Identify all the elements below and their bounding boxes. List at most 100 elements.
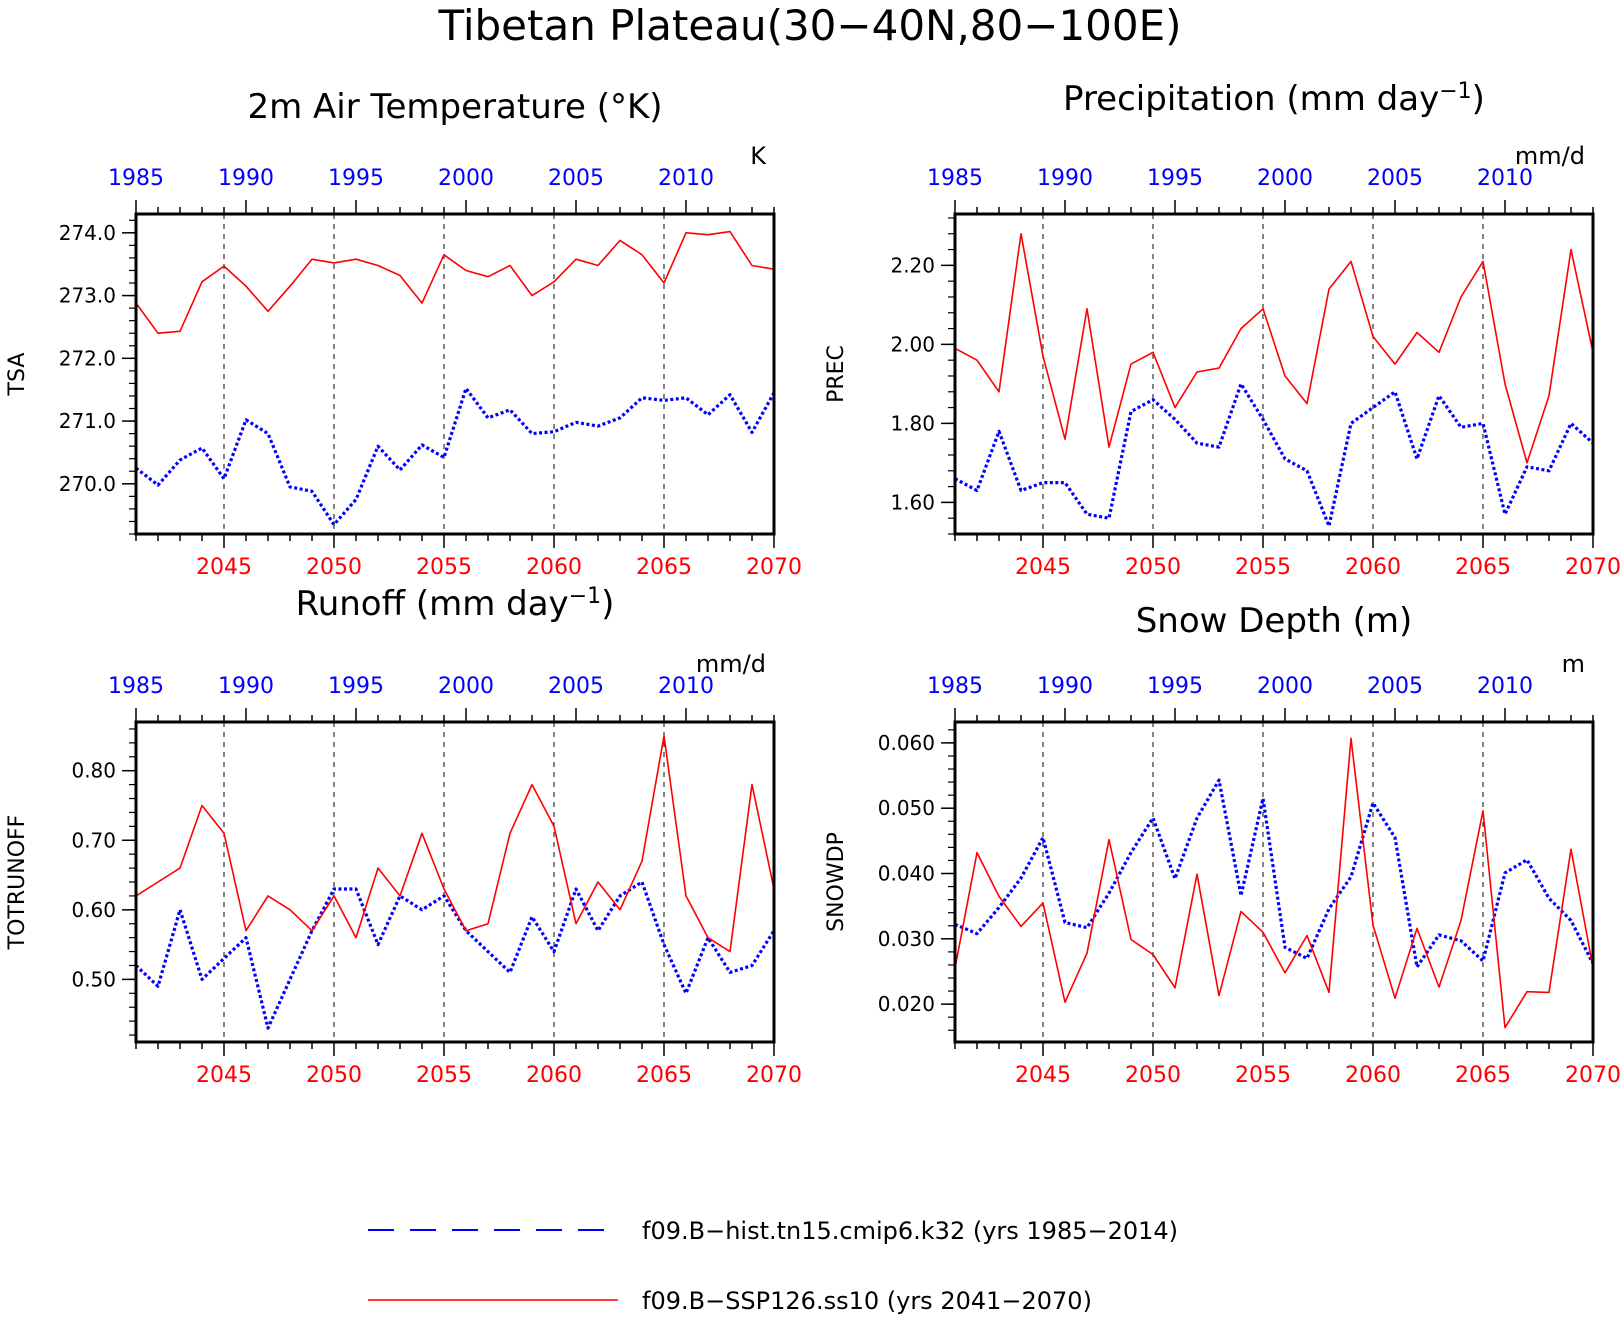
legend-item-ssp: f09.B−SSP126.ss10 (yrs 2041−2070) [368,1287,1092,1315]
x-tick-label-top: 2010 [1477,166,1533,191]
y-tick-label: 0.030 [878,927,935,951]
x-tick-label-bottom: 2045 [196,1063,252,1088]
x-tick-label-top: 1985 [927,674,983,699]
y-tick-label: 0.80 [71,759,116,783]
y-tick-label: 1.60 [890,490,935,514]
x-tick-label-bottom: 2055 [1235,1063,1291,1088]
x-tick-label-top: 1995 [1147,674,1203,699]
x-tick-label-top: 1990 [1037,166,1093,191]
x-tick-label-bottom: 2065 [1455,555,1511,580]
y-tick-label: 0.060 [878,731,935,755]
y-tick-label: 2.20 [890,253,935,277]
x-tick-label-top: 1985 [108,166,164,191]
x-tick-label-top: 2000 [1257,166,1313,191]
legend-item-hist: f09.B−hist.tn15.cmip6.k32 (yrs 1985−2014… [368,1217,1178,1245]
x-tick-label-bottom: 2065 [636,555,692,580]
x-tick-label-top: 2000 [438,166,494,191]
x-tick-label-bottom: 2070 [746,555,802,580]
panels: 2m Air Temperature (°K) K 270.0 271.0 272.0 2… [5,79,1621,1089]
x-tick-label-bottom: 2050 [1125,1063,1181,1088]
x-tick-label-top: 2000 [438,674,494,699]
x-tick-label-bottom: 2045 [1015,1063,1071,1088]
x-tick-label-top: 2005 [1367,166,1423,191]
x-tick-label-top: 2010 [658,166,714,191]
y-tick-label: 272.0 [59,346,116,370]
x-tick-label-top: 2000 [1257,674,1313,699]
y-tick-label: 1.80 [890,411,935,435]
x-tick-label-top: 2005 [548,166,604,191]
x-tick-label-bottom: 2045 [196,555,252,580]
panel-title: 2m Air Temperature (°K) [247,87,662,127]
panel-title: Snow Depth (m) [1136,601,1413,641]
x-tick-label-bottom: 2055 [416,1063,472,1088]
panel-prec: Precipitation (mm day−1) mm/d 1.60 1.80 2.00… [824,79,1621,581]
x-tick-label-top: 1985 [927,166,983,191]
y-axis-label: TOTRUNOFF [5,815,30,951]
unit-label: mm/d [696,650,766,678]
x-tick-label-top: 1995 [328,166,384,191]
x-tick-label-bottom: 2060 [526,1063,582,1088]
y-tick-label: 274.0 [59,221,116,245]
panel-totrunoff: Runoff (mm day−1) mm/d 0.50 0.60 0.70 0.80 204… [5,584,802,1089]
x-tick-label-bottom: 2065 [636,1063,692,1088]
x-tick-label-bottom: 2050 [1125,555,1181,580]
y-axis-label: TSA [5,353,30,397]
x-tick-label-bottom: 2070 [1565,1063,1621,1088]
y-axis-label: SNOWDP [824,832,849,932]
series-line-hist [134,880,776,1030]
x-tick-label-top: 2010 [1477,674,1533,699]
x-tick-label-bottom: 2050 [306,555,362,580]
figure-title: Tibetan Plateau(30−40N,80−100E) [437,1,1181,50]
series-line-ssp [135,735,775,953]
panel-title: Precipitation (mm day−1) [1063,79,1485,120]
unit-label: m [1562,650,1585,678]
x-tick-label-bottom: 2055 [1235,555,1291,580]
x-tick-label-top: 2005 [1367,674,1423,699]
plot-frame [953,212,1595,536]
x-tick-label-top: 1995 [1147,166,1203,191]
x-tick-label-bottom: 2060 [1345,555,1401,580]
panel-title: Runoff (mm day−1) [296,584,615,625]
plot-frame [134,720,776,1044]
y-tick-label: 0.020 [878,992,935,1016]
series-line-hist [954,382,1595,528]
x-tick-label-bottom: 2070 [746,1063,802,1088]
x-tick-label-top: 2005 [548,674,604,699]
y-tick-label: 0.70 [71,828,116,852]
x-tick-label-top: 1990 [218,166,274,191]
legend-label-hist: f09.B−hist.tn15.cmip6.k32 (yrs 1985−2014… [642,1217,1178,1245]
y-tick-label: 273.0 [59,284,116,308]
x-tick-label-bottom: 2065 [1455,1063,1511,1088]
x-tick-label-bottom: 2055 [416,555,472,580]
x-tick-label-top: 1990 [1037,674,1093,699]
x-tick-label-bottom: 2050 [306,1063,362,1088]
y-tick-label: 271.0 [59,409,116,433]
series-line-ssp [135,230,775,335]
y-tick-label: 0.60 [71,898,116,922]
x-tick-label-top: 1985 [108,674,164,699]
panel-tsa: 2m Air Temperature (°K) K 270.0 271.0 272.0 2… [5,87,802,580]
series-line-ssp [954,233,1594,464]
legend-label-ssp: f09.B−SSP126.ss10 (yrs 2041−2070) [642,1287,1092,1315]
x-tick-label-bottom: 2070 [1565,555,1621,580]
y-tick-label: 2.00 [890,332,935,356]
y-tick-label: 0.050 [878,796,935,820]
unit-label: mm/d [1515,142,1585,170]
y-tick-label: 270.0 [59,472,116,496]
y-tick-label: 0.040 [878,862,935,886]
panel-snowdp: Snow Depth (m) m 0.020 0.030 0.040 0.050 0.060… [824,601,1621,1088]
series-line-ssp [954,737,1594,1029]
legend: f09.B−hist.tn15.cmip6.k32 (yrs 1985−2014… [368,1217,1178,1315]
y-tick-label: 0.50 [71,967,116,991]
unit-label: K [750,142,767,170]
x-tick-label-top: 1995 [328,674,384,699]
x-tick-label-bottom: 2045 [1015,555,1071,580]
plot-frame [134,212,776,536]
x-tick-label-top: 2010 [658,674,714,699]
series-line-hist [954,778,1595,969]
y-axis-label: PREC [824,345,849,403]
x-tick-label-bottom: 2060 [1345,1063,1401,1088]
series-line-hist [135,386,776,527]
x-tick-label-top: 1990 [218,674,274,699]
